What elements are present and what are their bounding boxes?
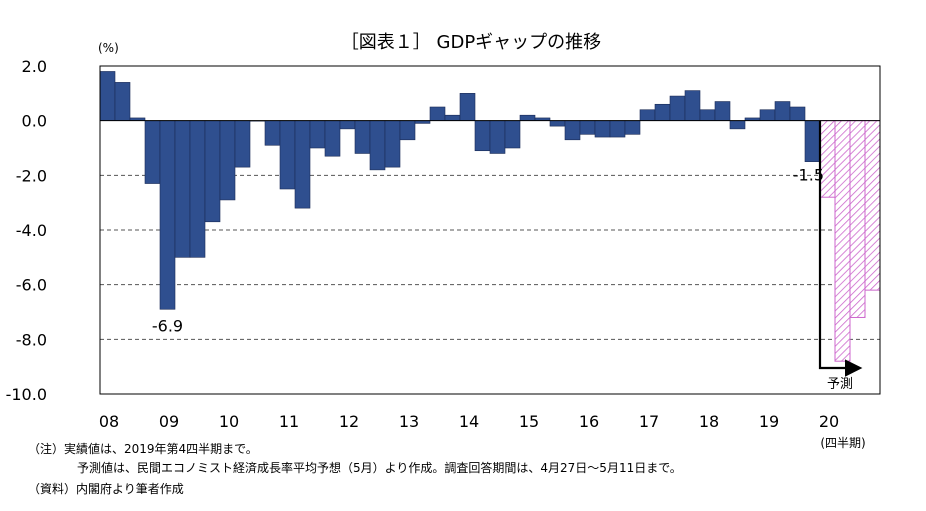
bar-actual (699, 109, 716, 121)
forecast-arrow (818, 120, 863, 377)
bar-actual (729, 120, 746, 130)
y-tick-label: -10.0 (6, 385, 47, 404)
note-line-2: 予測値は、民間エコノミスト経済成長率平均予想（5月）より作成。調査回答期間は、4… (77, 461, 682, 475)
bar-forecast (834, 120, 851, 362)
bar-actual (339, 120, 356, 130)
bar-actual (564, 120, 581, 141)
bar-actual (504, 120, 521, 149)
x-tick-label: 08 (99, 412, 119, 431)
bar-forecast (849, 120, 866, 318)
x-tick-label: 13 (399, 412, 419, 431)
bar-actual (159, 120, 176, 310)
bar-actual (624, 120, 641, 135)
x-tick-label: 14 (459, 412, 479, 431)
bar-actual (309, 120, 326, 149)
plot-frame (99, 65, 881, 395)
bar-actual (204, 120, 221, 223)
bar-actual (789, 106, 806, 121)
bar-actual (669, 95, 686, 121)
bar-actual (609, 120, 626, 138)
bar-actual (219, 120, 236, 201)
period-unit-label: (四半期) (820, 436, 865, 450)
annotation-last-actual: -1.5 (793, 165, 824, 184)
bar-actual (99, 71, 116, 121)
x-tick-label: 15 (519, 412, 539, 431)
x-tick-label: 20 (819, 412, 839, 431)
bar-actual (294, 120, 311, 209)
x-tick-label: 18 (699, 412, 719, 431)
axes: 2.0 0.0 -2.0 -4.0 -6.0 -8.0 -10.0 08 09 10 11 12 13 1… (6, 57, 881, 431)
bar-actual (174, 120, 191, 258)
x-tick-label: 10 (219, 412, 239, 431)
y-tick-label: -8.0 (16, 330, 47, 349)
y-axis-unit: (%) (98, 41, 119, 55)
bar-forecast (819, 120, 836, 198)
bar-actual (519, 114, 536, 121)
bars (99, 71, 881, 362)
y-tick-label: 2.0 (22, 57, 47, 76)
bar-actual (384, 120, 401, 168)
bar-forecast (864, 120, 881, 291)
bar-actual (279, 120, 296, 190)
bar-actual (399, 120, 416, 141)
x-tick-label: 19 (759, 412, 779, 431)
x-tick-label: 16 (579, 412, 599, 431)
note-line-3: （資料）内閣府より筆者作成 (28, 482, 184, 496)
bar-actual (144, 120, 161, 184)
note-line-1: （注）実績値は、2019年第4四半期まで。 (28, 442, 258, 456)
bar-actual (714, 101, 731, 121)
bar-actual (459, 93, 476, 121)
bar-actual (579, 120, 596, 135)
x-tick-label: 11 (279, 412, 299, 431)
bar-actual (639, 109, 656, 121)
y-tick-label: -6.0 (16, 276, 47, 295)
bar-actual (759, 109, 776, 121)
bar-actual (354, 120, 371, 154)
annotation-min-value: -6.9 (152, 316, 183, 335)
bar-actual (369, 120, 386, 171)
bar-actual (594, 120, 611, 138)
bar-actual (684, 90, 701, 121)
bar-actual (114, 82, 131, 121)
bar-actual (804, 120, 821, 162)
bar-actual (474, 120, 491, 152)
x-tick-label: 17 (639, 412, 659, 431)
chart-title: ［図表１］ GDPギャップの推移 (341, 32, 601, 53)
bar-actual (549, 120, 566, 127)
bar-actual (324, 120, 341, 157)
bar-actual (189, 120, 206, 258)
y-tick-label: -2.0 (16, 166, 47, 185)
x-tick-label: 09 (159, 412, 179, 431)
bar-actual (444, 114, 461, 121)
bar-actual (489, 120, 506, 154)
bar-actual (234, 120, 251, 168)
bar-actual (774, 101, 791, 121)
y-tick-label: -4.0 (16, 221, 47, 240)
bar-actual (654, 103, 671, 121)
bar-actual (429, 106, 446, 121)
annotation-forecast-label: 予測 (827, 377, 853, 392)
y-tick-label: 0.0 (22, 112, 47, 131)
bar-actual (264, 120, 281, 146)
x-tick-label: 12 (339, 412, 359, 431)
